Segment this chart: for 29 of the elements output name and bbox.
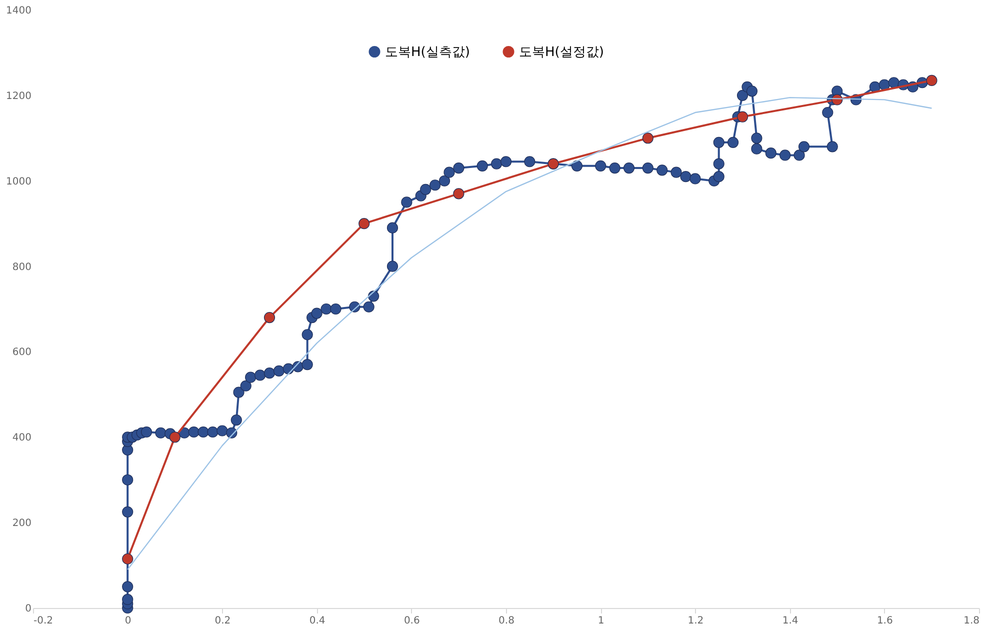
legend-label: 도복H(설정값)	[519, 44, 604, 60]
point	[736, 111, 748, 122]
x-tick-label: 0	[124, 616, 132, 626]
x-tick-label: 1.6	[876, 616, 893, 626]
point	[358, 218, 370, 230]
y-tick-label: 1200	[6, 90, 32, 102]
point	[122, 553, 134, 564]
x-tick-label: 1.8	[964, 616, 980, 626]
x-tick-label: 0.8	[498, 616, 514, 626]
legend-label: 도복H(실측값)	[385, 44, 470, 60]
y-tick-label: 400	[12, 432, 32, 444]
point	[169, 432, 180, 443]
y-tick-label: 800	[12, 262, 32, 273]
x-tick-label: 1	[598, 616, 604, 626]
y-tick-label: 1400	[6, 6, 32, 16]
y-tick-label: 200	[12, 518, 32, 530]
x-tick-label: 1.2	[688, 616, 704, 626]
point	[642, 132, 654, 144]
x-tick-label: 0.4	[309, 616, 326, 626]
x-tick-label: 0.2	[214, 616, 231, 626]
x-tick-label: -0.2	[34, 616, 54, 626]
y-tick-label: 1000	[6, 176, 32, 188]
x-tick-label: 1.4	[782, 616, 798, 626]
y-tick-label: 0	[25, 604, 32, 614]
point	[453, 188, 464, 200]
point	[264, 312, 276, 324]
point	[926, 74, 938, 86]
x-tick-label: 0.6	[404, 616, 420, 626]
y-tick-label: 600	[12, 347, 32, 358]
